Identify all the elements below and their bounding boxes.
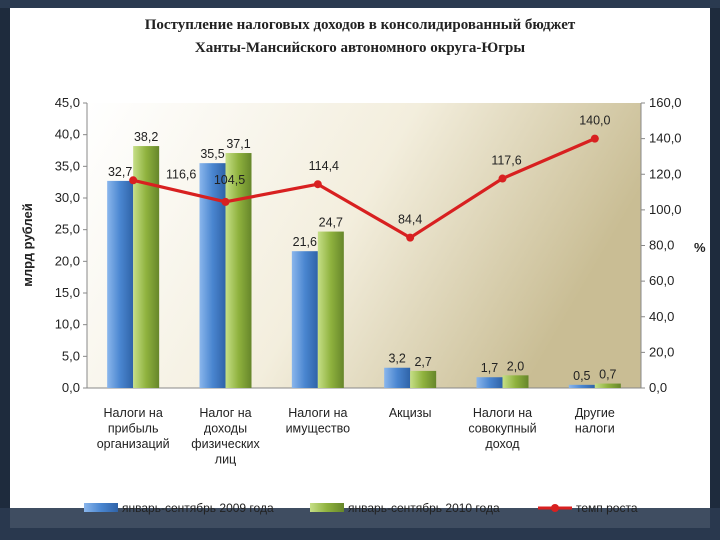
y-tick-label: 25,0 — [55, 222, 80, 237]
y2-axis-title: % — [694, 240, 706, 255]
bar — [225, 153, 252, 388]
legend-swatch-2010 — [310, 503, 344, 512]
bar-data-label: 24,7 — [319, 216, 343, 230]
category-label: Налог на — [199, 406, 251, 420]
growth-rate-point — [221, 197, 230, 206]
y-tick-label: 40,0 — [55, 127, 80, 142]
category-label: доходы — [204, 422, 247, 436]
growth-rate-label: 140,0 — [579, 114, 610, 128]
legend-label-2010: январь-сентябрь 2010 года — [348, 501, 500, 515]
y-tick-label: 0,0 — [62, 380, 80, 395]
bar — [317, 231, 344, 388]
category-label: лиц — [215, 453, 236, 467]
y2-tick-label: 0,0 — [649, 380, 667, 395]
bar — [568, 384, 595, 388]
y-tick-label: 5,0 — [62, 348, 80, 363]
legend-label-growth: темп роста — [576, 501, 638, 515]
growth-rate-label: 116,6 — [166, 167, 196, 181]
growth-rate-label: 104,5 — [214, 173, 245, 187]
category-label: Акцизы — [389, 406, 432, 420]
y-tick-label: 10,0 — [55, 317, 80, 332]
bar-data-label: 35,5 — [200, 147, 224, 161]
bar-data-label: 2,7 — [414, 355, 431, 369]
y2-tick-label: 40,0 — [649, 309, 674, 324]
y-tick-label: 35,0 — [55, 158, 80, 173]
legend-swatch-2009 — [84, 503, 118, 512]
y-axis-title: млрд рублей — [20, 203, 35, 286]
y2-tick-label: 160,0 — [649, 95, 682, 110]
category-label: доход — [485, 437, 520, 451]
bottom-band — [0, 508, 720, 540]
y2-tick-label: 100,0 — [649, 202, 682, 217]
bar-data-label: 0,5 — [573, 369, 590, 383]
growth-rate-label: 117,6 — [491, 154, 521, 168]
bar — [107, 180, 134, 388]
y-tick-label: 20,0 — [55, 253, 80, 268]
bar — [502, 375, 529, 388]
y-tick-label: 45,0 — [55, 95, 80, 110]
bar — [594, 383, 621, 388]
category-label: физических — [191, 437, 260, 451]
bar — [384, 367, 411, 388]
bar-data-label: 2,0 — [507, 359, 524, 373]
bar — [476, 377, 503, 388]
category-label: Налоги на — [104, 406, 163, 420]
growth-rate-line — [132, 137, 596, 240]
bar-data-label: 37,1 — [226, 137, 250, 151]
y2-tick-label: 140,0 — [649, 131, 682, 146]
y-tick-label: 15,0 — [55, 285, 80, 300]
category-label: прибыль — [108, 422, 159, 436]
growth-rate-point — [313, 180, 322, 189]
y-tick-label: 30,0 — [55, 190, 80, 205]
category-label: налоги — [575, 422, 615, 436]
y2-tick-label: 20,0 — [649, 344, 674, 359]
chart-title: Поступление налоговых доходов в консолид… — [10, 14, 710, 60]
growth-rate-point — [590, 134, 599, 143]
bar-data-label: 38,2 — [134, 130, 158, 144]
category-label: совокупный — [468, 422, 536, 436]
bar — [410, 370, 437, 388]
category-label: организаций — [97, 437, 170, 451]
chart-title-line-2: Ханты-Мансийского автономного округа-Югр… — [194, 40, 526, 56]
growth-rate-point — [406, 233, 415, 242]
growth-rate-label: 84,4 — [398, 213, 422, 227]
category-label: имущество — [286, 422, 351, 436]
bar-data-label: 1,7 — [481, 361, 498, 375]
bar — [291, 251, 318, 388]
legend-label-2009: январь-сентябрь 2009 года — [122, 501, 274, 515]
y2-tick-label: 120,0 — [649, 166, 682, 181]
legend-marker-growth — [551, 504, 559, 512]
top-band — [0, 0, 720, 8]
y2-tick-label: 80,0 — [649, 238, 674, 253]
growth-rate-point — [129, 176, 138, 185]
category-label: Другие — [575, 406, 615, 420]
growth-rate-label: 114,4 — [309, 159, 339, 173]
chart-title-line-1: Поступление налоговых доходов в консолид… — [144, 17, 576, 33]
bar-data-label: 3,2 — [388, 352, 405, 366]
bar-data-label: 21,6 — [293, 235, 317, 249]
plot-background — [87, 103, 641, 388]
growth-rate-point — [498, 174, 507, 183]
bar-data-label: 32,7 — [108, 165, 132, 179]
category-label: Налоги на — [473, 406, 532, 420]
category-label: Налоги на — [288, 406, 347, 420]
bar-data-label: 0,7 — [599, 368, 616, 382]
y2-tick-label: 60,0 — [649, 273, 674, 288]
